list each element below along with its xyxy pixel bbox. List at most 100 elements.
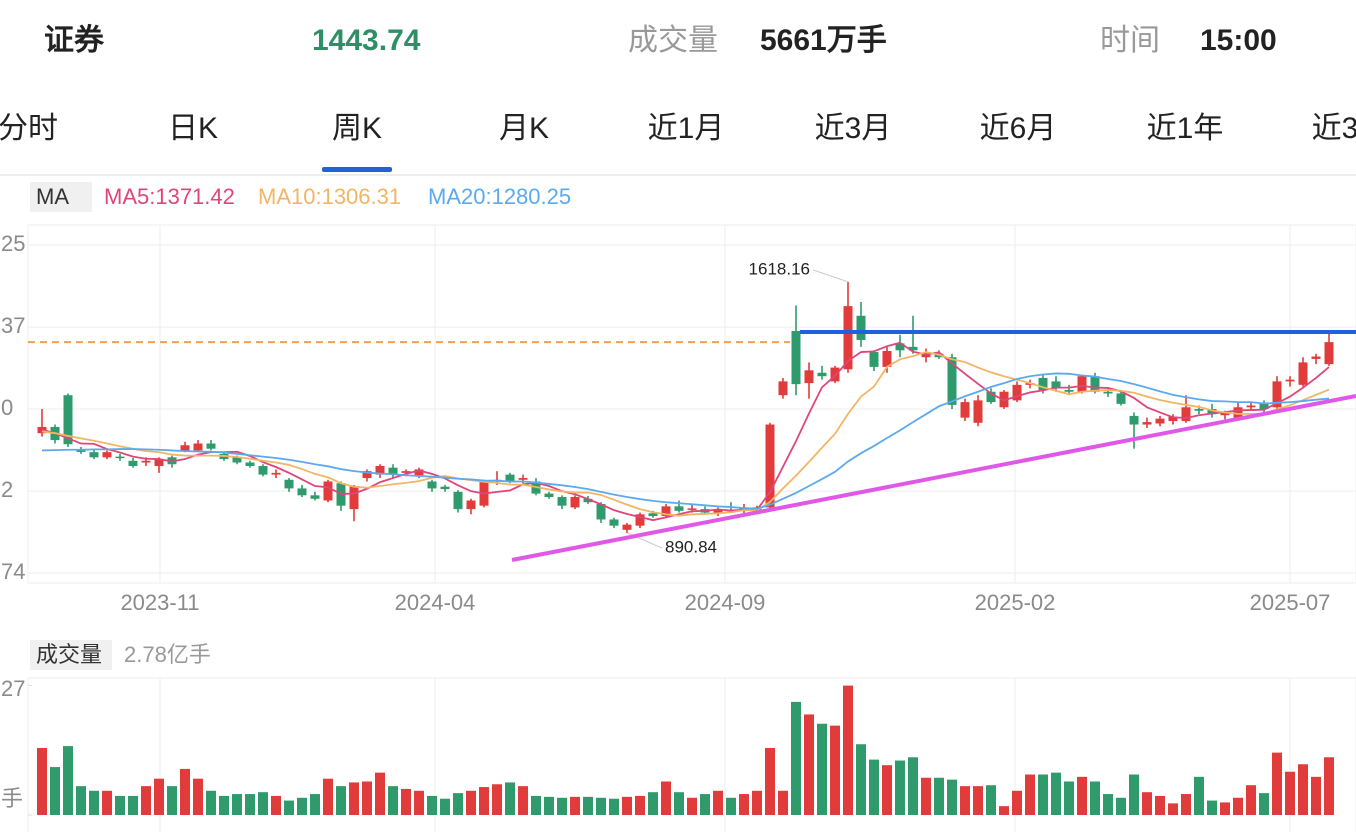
tab-underline xyxy=(322,167,392,172)
volume-bar xyxy=(362,781,372,815)
candle-body xyxy=(401,471,411,473)
volume-bar xyxy=(609,798,619,815)
volume-bar xyxy=(1038,774,1048,815)
candle-body xyxy=(518,478,528,480)
volume-bar xyxy=(973,786,983,815)
candle-body xyxy=(1194,409,1204,411)
volume-tick-label: 手 xyxy=(1,786,23,811)
volume-bar xyxy=(102,790,112,815)
tab[interactable]: 近1年 xyxy=(1147,112,1224,145)
candle-body xyxy=(583,498,593,503)
tab[interactable]: 近3年 xyxy=(1312,112,1356,145)
candle-body xyxy=(1064,390,1074,392)
candle-body xyxy=(544,493,554,498)
volume-bar xyxy=(206,790,216,815)
candle-body xyxy=(713,509,723,514)
candle-body xyxy=(89,452,99,458)
volume-bar xyxy=(193,778,203,815)
candle-body xyxy=(362,471,372,479)
volume-bar xyxy=(531,795,541,815)
candle-body xyxy=(1272,381,1282,408)
volume-bar xyxy=(869,759,879,815)
volume-bar xyxy=(518,786,528,815)
volume-bar xyxy=(661,781,671,815)
tab[interactable]: 分时 xyxy=(0,112,58,145)
candle-body xyxy=(921,353,931,358)
volume-bar xyxy=(1168,803,1178,815)
volume-bar xyxy=(1129,774,1139,815)
candle-body xyxy=(388,467,398,475)
y-tick-label: 25 xyxy=(1,231,25,256)
volume-tick-label: 27 xyxy=(1,676,25,701)
candle-body xyxy=(427,481,437,489)
volume-bar xyxy=(843,685,853,815)
candle-body xyxy=(1220,412,1230,416)
volume-bar xyxy=(1090,781,1100,815)
candle-body xyxy=(947,357,957,405)
volume-bar xyxy=(1103,794,1113,815)
volume-bar xyxy=(375,772,385,815)
volume-bar xyxy=(687,797,697,815)
candle-body xyxy=(596,503,606,520)
candle-body xyxy=(635,514,645,526)
tab[interactable]: 近1月 xyxy=(648,112,725,145)
volume-bar xyxy=(791,701,801,815)
candle-body xyxy=(141,460,151,463)
candle-body xyxy=(505,474,515,482)
tab[interactable]: 周K xyxy=(332,112,382,145)
stock-name: 证券 xyxy=(44,24,105,57)
volume-bar xyxy=(1246,785,1256,815)
indicator: MA xyxy=(36,184,69,209)
tab[interactable]: 近3月 xyxy=(815,112,892,145)
candle-body xyxy=(830,367,840,382)
candle-body xyxy=(128,460,138,466)
volume-bar xyxy=(115,795,125,815)
volume-bar xyxy=(284,800,294,815)
candle-body xyxy=(674,506,684,511)
candle-body xyxy=(1233,407,1243,418)
candle-body xyxy=(115,456,125,459)
candle-body xyxy=(609,519,619,526)
tab[interactable]: 近6月 xyxy=(980,112,1057,145)
tab[interactable]: 月K xyxy=(499,112,549,145)
volume-bar xyxy=(76,786,86,815)
candle-body xyxy=(804,370,814,384)
candle-body xyxy=(1116,393,1126,404)
candle-body xyxy=(960,402,970,418)
volume-box xyxy=(30,640,112,670)
volume-bar xyxy=(648,792,658,815)
volume-bar xyxy=(1285,771,1295,815)
volume-bar xyxy=(557,797,567,815)
candle-body xyxy=(973,400,983,423)
annotation-leader xyxy=(812,269,849,283)
volume-bar xyxy=(1116,797,1126,815)
volume-bar xyxy=(167,786,177,815)
volume-bar xyxy=(414,790,424,815)
candle-body xyxy=(1168,416,1178,422)
candle-body xyxy=(778,381,788,396)
candle-body xyxy=(869,352,879,367)
ma-line xyxy=(41,351,1330,517)
candle-body xyxy=(908,346,918,351)
x-tick-label: 2025-02 xyxy=(975,590,1056,615)
candle-body xyxy=(102,452,112,458)
plot-frame xyxy=(27,224,1356,584)
candle-body xyxy=(765,424,775,508)
candle-body xyxy=(661,506,671,517)
volume-bar xyxy=(921,777,931,815)
candle-body xyxy=(1051,381,1061,389)
indicator-box xyxy=(30,182,92,212)
tab[interactable]: 日K xyxy=(168,112,218,145)
volume-bar xyxy=(1298,764,1308,815)
volume-bar xyxy=(154,778,164,815)
drawn-trend-line xyxy=(511,394,1356,562)
volume-bar xyxy=(830,725,840,815)
volume-bar xyxy=(271,795,281,815)
candle-body xyxy=(856,315,866,340)
volume-bar xyxy=(817,723,827,815)
candle-body xyxy=(310,495,320,499)
volume-bar xyxy=(479,787,489,815)
candle-body xyxy=(1311,356,1321,359)
volume-bar xyxy=(492,784,502,815)
time-label: 时间 xyxy=(1100,24,1160,57)
